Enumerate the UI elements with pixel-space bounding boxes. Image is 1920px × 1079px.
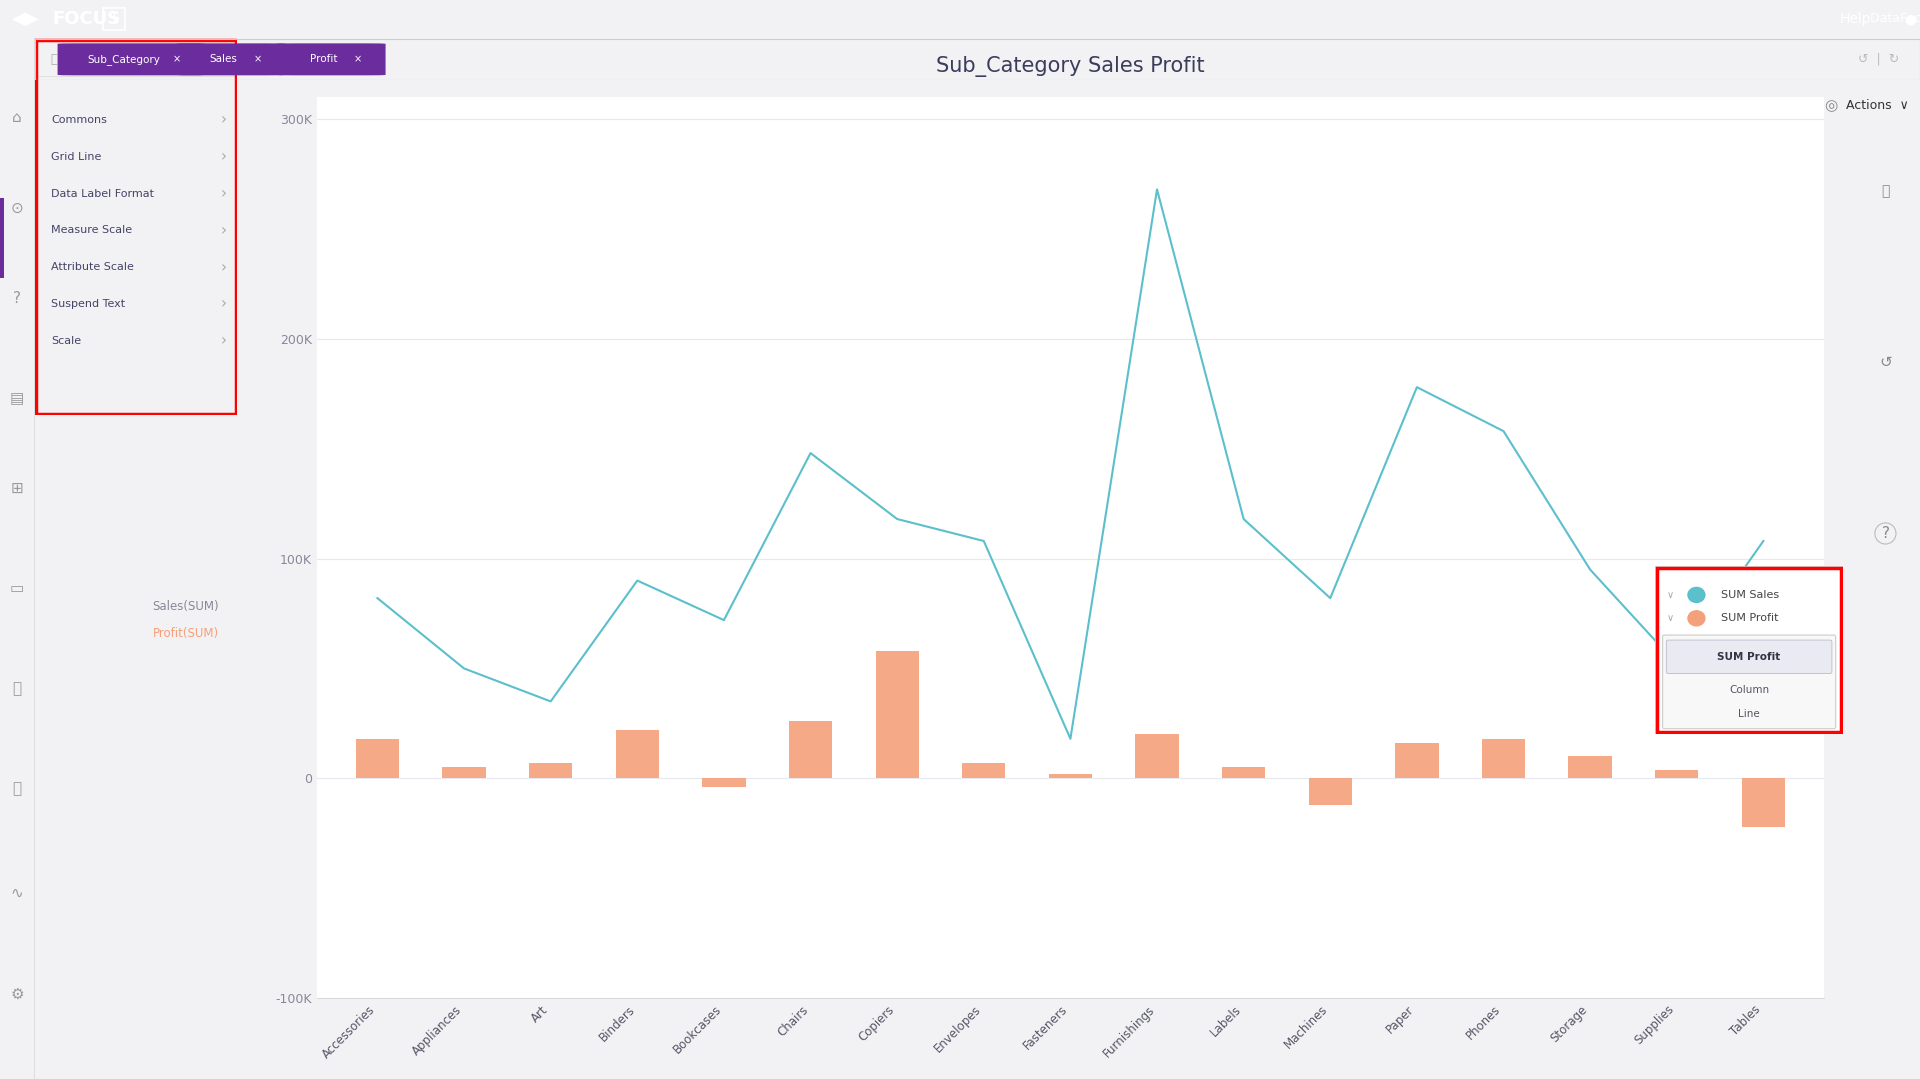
- Bar: [1309, 778, 1352, 805]
- Bar: [1221, 767, 1265, 778]
- Text: ▤: ▤: [10, 391, 25, 406]
- Text: ›: ›: [221, 260, 227, 275]
- Text: Help: Help: [1839, 12, 1870, 26]
- Text: Suspend Text: Suspend Text: [52, 299, 125, 309]
- Text: Set Chart Properties: Set Chart Properties: [79, 55, 215, 68]
- Text: ∨: ∨: [1667, 590, 1674, 600]
- Circle shape: [1688, 587, 1705, 602]
- Text: ⚙: ⚙: [10, 986, 23, 1001]
- Text: ⌂: ⌂: [12, 110, 21, 125]
- Text: ◀▶: ◀▶: [12, 10, 40, 28]
- FancyBboxPatch shape: [276, 43, 386, 76]
- Bar: [1741, 778, 1786, 827]
- Text: ↺: ↺: [1880, 355, 1891, 370]
- Text: ›: ›: [221, 297, 227, 312]
- Bar: [442, 767, 486, 778]
- Text: ?: ?: [1882, 525, 1889, 541]
- Text: ›: ›: [221, 186, 227, 201]
- Text: SUM Profit: SUM Profit: [1720, 613, 1778, 624]
- Text: Sub_Category: Sub_Category: [86, 54, 159, 65]
- Bar: [876, 651, 920, 778]
- Text: ⊡: ⊡: [1705, 98, 1718, 112]
- Bar: [1048, 774, 1092, 778]
- Bar: [1569, 756, 1611, 778]
- Bar: [1655, 769, 1699, 778]
- FancyBboxPatch shape: [58, 43, 205, 76]
- Bar: [1135, 735, 1179, 778]
- Bar: [616, 730, 659, 778]
- Text: SUM Sales: SUM Sales: [1720, 590, 1780, 600]
- Text: ›: ›: [221, 333, 227, 349]
- FancyBboxPatch shape: [177, 43, 286, 76]
- Bar: [789, 721, 831, 778]
- Text: Line: Line: [1738, 709, 1761, 719]
- Text: Sales(SUM): Sales(SUM): [152, 600, 219, 613]
- Text: Scale: Scale: [52, 336, 81, 346]
- Bar: [962, 763, 1006, 778]
- Text: ∨: ∨: [1667, 613, 1674, 624]
- Bar: [1396, 743, 1438, 778]
- Text: ⊙: ⊙: [12, 201, 23, 216]
- Text: Grid Line: Grid Line: [52, 152, 102, 162]
- Text: DataFocus  ∨: DataFocus ∨: [1870, 12, 1920, 26]
- Bar: [1482, 739, 1524, 778]
- Text: SUM Profit: SUM Profit: [1718, 652, 1780, 661]
- Text: ⊞: ⊞: [1786, 98, 1797, 112]
- Text: ∿: ∿: [12, 886, 23, 901]
- Text: Sales: Sales: [209, 54, 238, 65]
- Text: ×: ×: [173, 54, 180, 65]
- Text: 👤: 👤: [12, 781, 21, 796]
- Text: ◎: ◎: [1824, 98, 1837, 112]
- Bar: [530, 763, 572, 778]
- Text: ⚙: ⚙: [1745, 98, 1759, 112]
- Text: ↺  |  ↻: ↺ | ↻: [1859, 53, 1899, 66]
- Text: Profit(SUM): Profit(SUM): [154, 627, 219, 640]
- FancyBboxPatch shape: [1663, 636, 1836, 728]
- Title: Sub_Category Sales Profit: Sub_Category Sales Profit: [937, 56, 1204, 77]
- Text: Profit: Profit: [309, 54, 338, 65]
- Text: ›: ›: [221, 112, 227, 127]
- Text: +: +: [108, 12, 121, 26]
- Circle shape: [1688, 611, 1705, 626]
- Text: 📋: 📋: [12, 681, 21, 696]
- Bar: [0, 197, 4, 278]
- Text: ●: ●: [1905, 12, 1916, 26]
- Text: ›: ›: [221, 223, 227, 237]
- Text: Attribute Scale: Attribute Scale: [52, 262, 134, 272]
- Text: 📈: 📈: [1882, 185, 1889, 199]
- Text: Commons: Commons: [52, 114, 108, 125]
- Text: ›: ›: [221, 149, 227, 164]
- Text: ×: ×: [353, 54, 361, 65]
- Text: ?: ?: [13, 290, 21, 305]
- Text: Actions  ∨: Actions ∨: [1845, 98, 1908, 112]
- Text: ⊞: ⊞: [12, 481, 23, 495]
- Text: Data Label Format: Data Label Format: [52, 189, 154, 199]
- Text: ⚙: ⚙: [60, 55, 71, 68]
- Text: ▭: ▭: [10, 581, 25, 596]
- Text: FOCUS: FOCUS: [52, 10, 121, 28]
- Bar: [104, 8, 125, 30]
- Bar: [703, 778, 745, 787]
- Text: 🔍: 🔍: [50, 53, 58, 66]
- Text: Column: Column: [1730, 685, 1768, 695]
- Text: ✕: ✕: [219, 55, 228, 68]
- Text: ×: ×: [253, 54, 261, 65]
- FancyBboxPatch shape: [1667, 640, 1832, 673]
- Text: Measure Scale: Measure Scale: [52, 226, 132, 235]
- Bar: [355, 739, 399, 778]
